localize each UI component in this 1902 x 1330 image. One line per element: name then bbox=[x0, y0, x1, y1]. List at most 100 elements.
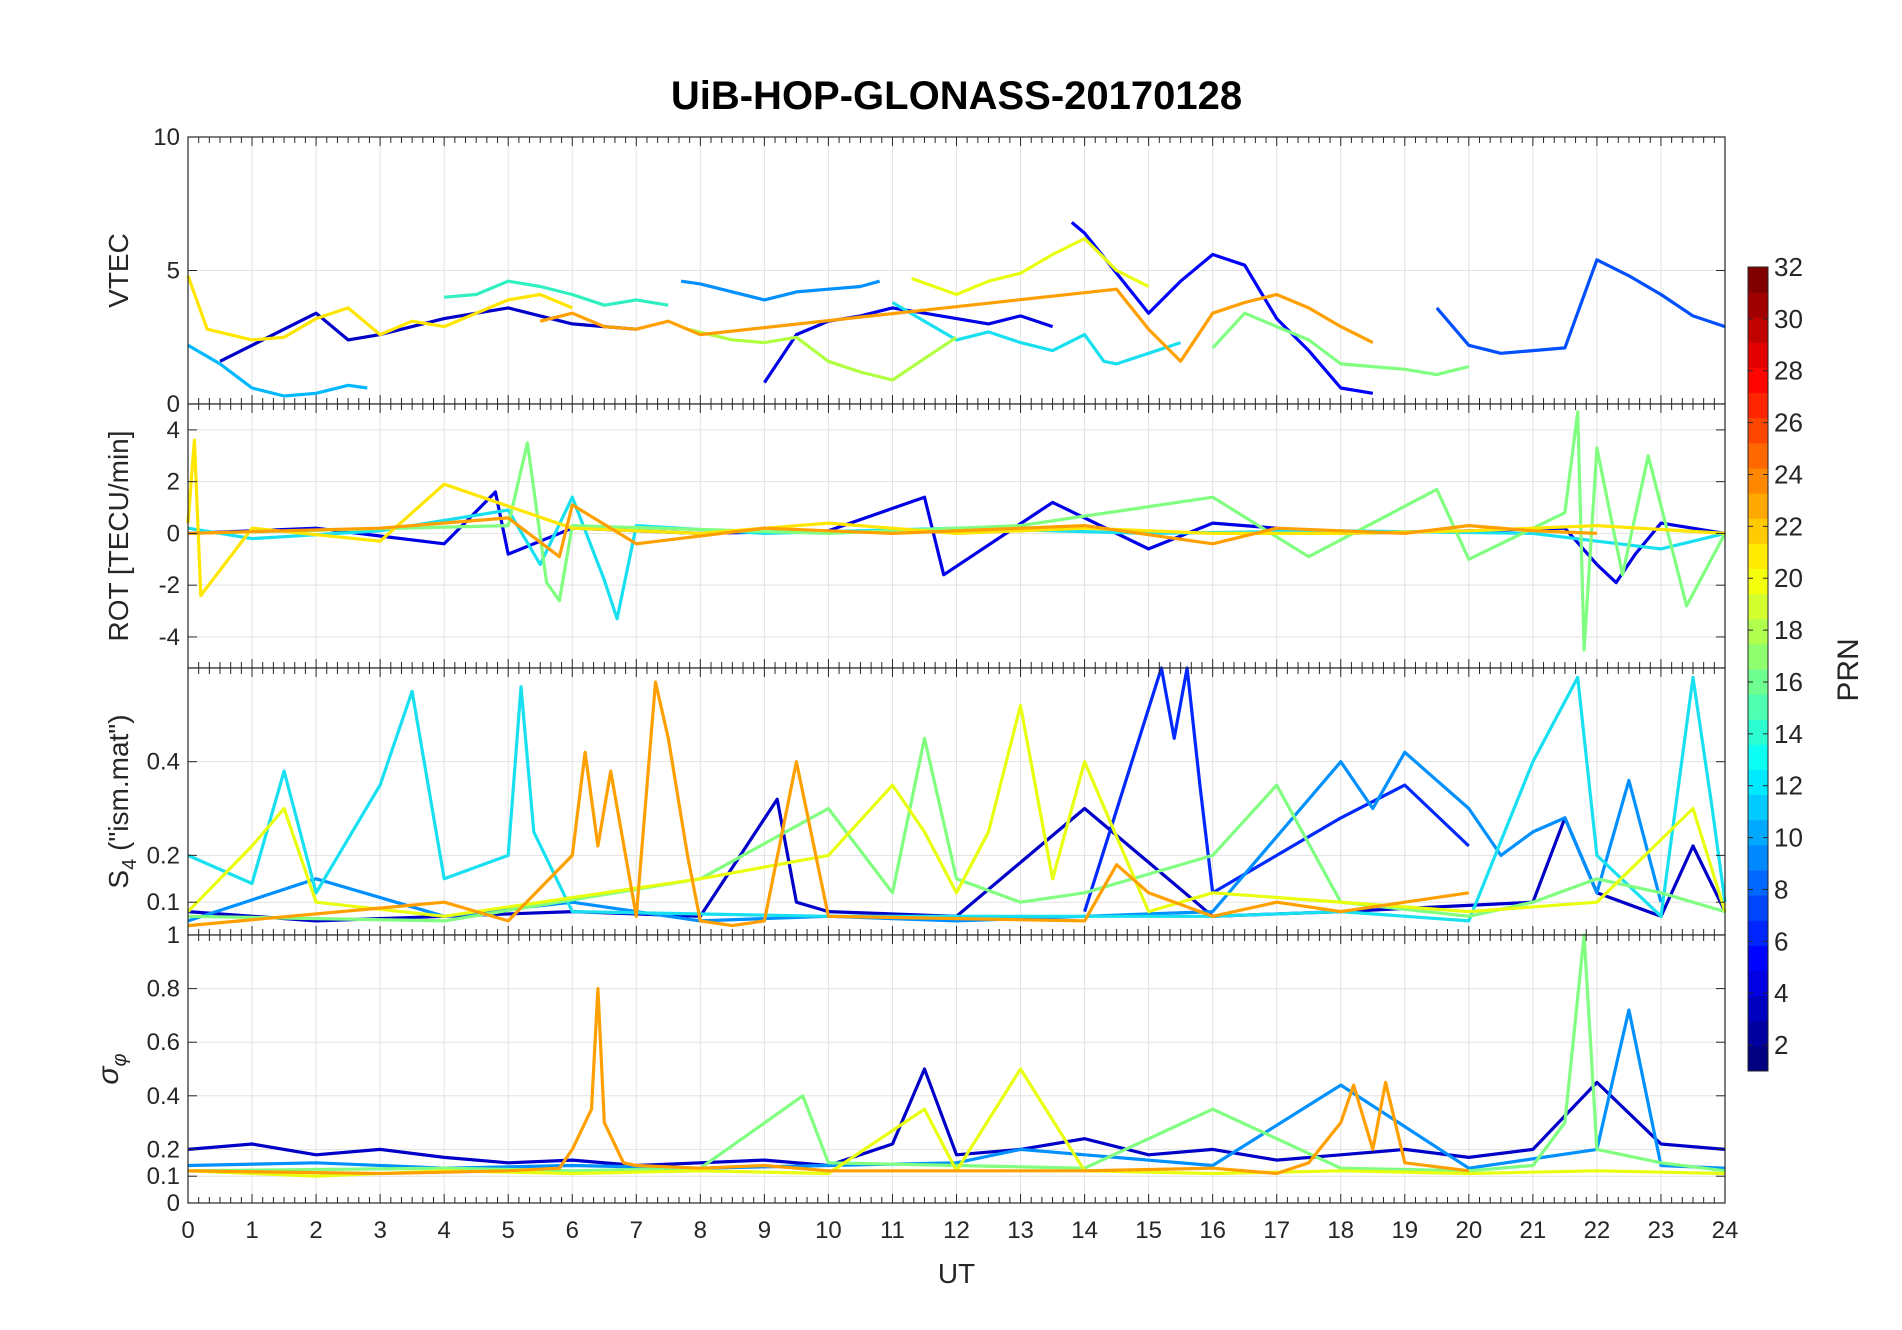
colorbar-tick-label: 14 bbox=[1774, 719, 1803, 749]
colorbar-step bbox=[1748, 618, 1768, 645]
series-prn-10 bbox=[187, 343, 368, 398]
colorbar-tick-label: 4 bbox=[1774, 978, 1788, 1008]
colorbar-step bbox=[1748, 568, 1768, 595]
colorbar-tick-label: 16 bbox=[1774, 667, 1803, 697]
series-prn-23 bbox=[539, 287, 1374, 363]
series-prn-23 bbox=[187, 680, 1470, 928]
y-tick-label: 2 bbox=[167, 469, 180, 496]
colorbar-step bbox=[1748, 970, 1768, 997]
colorbar-step bbox=[1748, 945, 1768, 971]
colorbar-step bbox=[1748, 694, 1768, 720]
series-prn-19 bbox=[911, 236, 1150, 297]
panel-sigma_phi: 00.10.2 0.4 0.6 0.8 1 σφ bbox=[92, 922, 1726, 1217]
x-tick-label: 12 bbox=[943, 1217, 970, 1244]
x-tick-label: 24 bbox=[1712, 1217, 1739, 1244]
series-prn-2 bbox=[187, 1067, 1726, 1168]
colorbar-step bbox=[1748, 870, 1768, 896]
panel-ROT: -4 -2 0 2 4 ROT [TECU/min] bbox=[103, 403, 1727, 669]
series-prn-16 bbox=[187, 736, 1726, 923]
x-tick-label: 20 bbox=[1455, 1217, 1482, 1244]
colorbar-step bbox=[1748, 744, 1768, 770]
series-prn-16 bbox=[187, 933, 1726, 1173]
colorbar-tick-label: 20 bbox=[1774, 563, 1803, 593]
colorbar-tick-label: 24 bbox=[1774, 459, 1803, 489]
x-tick-label: 14 bbox=[1071, 1217, 1098, 1244]
y-tick-label: 4 bbox=[167, 417, 180, 444]
series-prn-20 bbox=[186, 275, 573, 342]
colorbar-label: PRN bbox=[1832, 638, 1865, 701]
series-prn-15 bbox=[1211, 311, 1470, 377]
y-tick-label: 0.1 bbox=[147, 889, 180, 916]
colorbar-tick-label: 6 bbox=[1774, 926, 1788, 956]
panel-S4: 0.1 0.2 0.4S4 ("ism.mat") bbox=[103, 666, 1727, 936]
x-tick-label: 17 bbox=[1263, 1217, 1290, 1244]
colorbar-tick-label: 28 bbox=[1774, 356, 1803, 386]
colorbar-step bbox=[1748, 1045, 1768, 1072]
y-tick-label: 0 bbox=[167, 1190, 180, 1217]
colorbar-step bbox=[1748, 442, 1768, 469]
colorbar-tick-label: 18 bbox=[1774, 615, 1803, 645]
colorbar-tick-label: 8 bbox=[1774, 874, 1788, 904]
series-prn-23 bbox=[187, 986, 1469, 1176]
colorbar-frame bbox=[1747, 266, 1769, 1072]
series-prn-5 bbox=[1083, 666, 1470, 913]
y-tick-label: 0.6 bbox=[147, 1029, 180, 1056]
colorbar-step bbox=[1748, 392, 1768, 419]
y-axis-label: ROT [TECU/min] bbox=[103, 430, 134, 641]
y-tick-label: 0.4 bbox=[147, 749, 180, 776]
x-tick-label: 13 bbox=[1007, 1217, 1034, 1244]
colorbar-step bbox=[1748, 518, 1768, 544]
colorbar-step bbox=[1748, 468, 1768, 494]
y-axis-label: VTEC bbox=[103, 233, 134, 308]
x-tick-label: 3 bbox=[373, 1217, 386, 1244]
x-axis-label: UT bbox=[938, 1258, 975, 1289]
colorbar-step bbox=[1748, 769, 1768, 796]
x-tick-label: 18 bbox=[1327, 1217, 1354, 1244]
series-prn-6 bbox=[1435, 258, 1726, 355]
series-prn-8 bbox=[680, 279, 881, 302]
series-prn-11 bbox=[891, 301, 1182, 366]
series-prn-13 bbox=[444, 279, 669, 307]
colorbar-step bbox=[1748, 493, 1768, 519]
y-tick-label: 0.1 bbox=[147, 1163, 180, 1190]
colorbar-step bbox=[1748, 895, 1768, 921]
x-tick-label: 8 bbox=[694, 1217, 707, 1244]
x-tick-label: 22 bbox=[1584, 1217, 1611, 1244]
y-tick-label: 1 bbox=[167, 922, 180, 949]
colorbar-step bbox=[1748, 1020, 1768, 1047]
colorbar-step bbox=[1748, 794, 1768, 821]
y-tick-label: -4 bbox=[159, 624, 180, 651]
y-tick-label: 0.2 bbox=[147, 842, 180, 869]
colorbar-step bbox=[1748, 643, 1768, 670]
colorbar-tick-label: 10 bbox=[1774, 823, 1803, 853]
y-axis-label: S4 ("ism.mat") bbox=[103, 714, 141, 888]
y-tick-label: -2 bbox=[159, 572, 180, 599]
colorbar-step bbox=[1748, 844, 1768, 871]
x-tick-label: 6 bbox=[566, 1217, 579, 1244]
colorbar-step bbox=[1748, 267, 1768, 293]
y-axis-label: σφ bbox=[92, 1053, 131, 1084]
colorbar-step bbox=[1748, 342, 1768, 368]
x-tick-label: 15 bbox=[1135, 1217, 1162, 1244]
colorbar-step bbox=[1748, 819, 1768, 846]
y-tick-label: 0.2 bbox=[147, 1136, 180, 1163]
colorbar-tick-label: 30 bbox=[1774, 304, 1803, 334]
y-tick-label: 0.4 bbox=[147, 1083, 180, 1110]
chart-title: UiB-HOP-GLONASS-20170128 bbox=[670, 74, 1243, 118]
colorbar-step bbox=[1748, 292, 1768, 318]
panel-VTEC: 0 5 10 VTEC bbox=[103, 124, 1726, 418]
y-tick-label: 10 bbox=[153, 124, 180, 151]
x-tick-label: 10 bbox=[815, 1217, 842, 1244]
colorbar-step bbox=[1748, 995, 1768, 1022]
colorbar-step bbox=[1748, 417, 1768, 444]
colorbar-step bbox=[1748, 719, 1768, 745]
colorbar-step bbox=[1748, 669, 1768, 695]
colorbar-tick-label: 32 bbox=[1774, 252, 1803, 282]
x-tick-label: 5 bbox=[502, 1217, 515, 1244]
y-tick-label: 0.8 bbox=[147, 976, 180, 1003]
colorbar-step bbox=[1748, 367, 1768, 394]
x-tick-label: 21 bbox=[1520, 1217, 1547, 1244]
